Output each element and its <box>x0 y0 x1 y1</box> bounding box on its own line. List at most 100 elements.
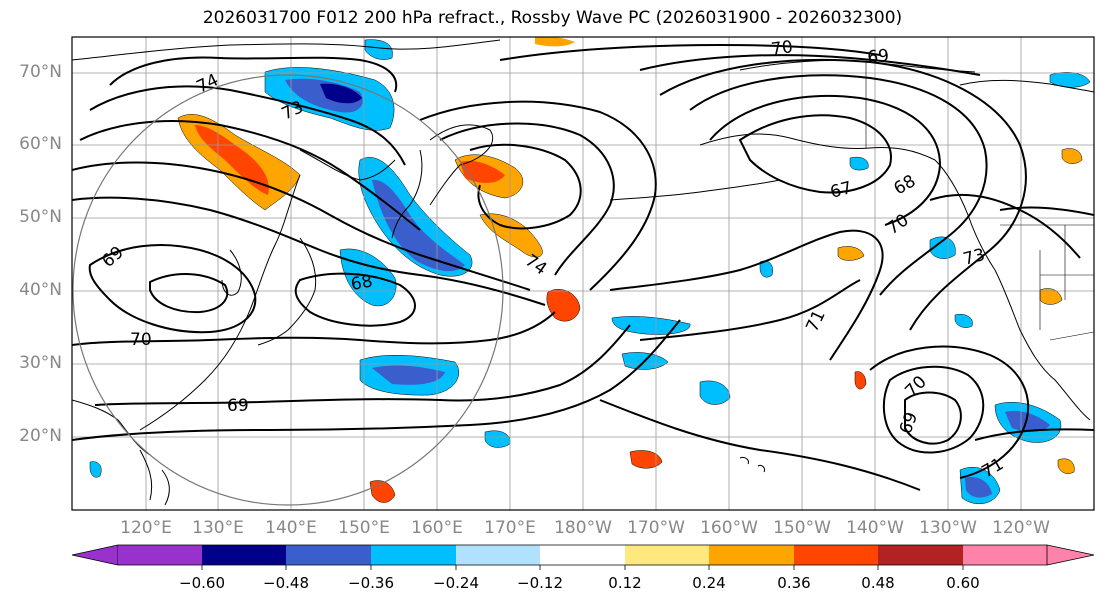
colorbar-tick-label: −0.12 <box>517 574 563 592</box>
lat-label-20n: 20°N <box>19 426 62 446</box>
shade-neg-12 <box>699 380 731 405</box>
contour-71f <box>974 428 1094 441</box>
colorbar-bin <box>286 545 371 565</box>
coast-kamchatka <box>391 149 423 239</box>
colorbar-tick-label: −0.60 <box>179 574 225 592</box>
shade-neg-9 <box>372 365 445 385</box>
contour-69b <box>149 273 229 314</box>
shade-neg-17 <box>929 236 956 259</box>
lat-label-50n: 50°N <box>19 207 62 227</box>
colorbar-tick-label: −0.24 <box>433 574 479 592</box>
shade-pos-7 <box>535 37 575 47</box>
contour-71c <box>609 229 884 361</box>
lon-label-170w: 170°W <box>627 518 685 538</box>
contour-label: 69 <box>866 46 890 68</box>
coast-asia-north <box>72 39 501 61</box>
contour-73b <box>929 193 1081 259</box>
shade-pos-11 <box>1061 148 1083 164</box>
coast-aleutians <box>609 179 781 201</box>
political-borders <box>865 62 1094 341</box>
lon-label-150w: 150°W <box>773 518 831 538</box>
colorbar-tick-label: 0.36 <box>777 574 811 592</box>
lon-label-160w: 160°W <box>700 518 758 538</box>
distance-ring <box>72 74 504 506</box>
contour-ridge-2 <box>439 122 615 276</box>
coast-hawaii <box>739 457 765 473</box>
contour-70b <box>72 311 556 346</box>
contour-69a <box>88 244 257 334</box>
coast-korea <box>221 249 242 296</box>
colorbar-bin <box>456 545 540 565</box>
lon-label-130w: 130°W <box>919 518 977 538</box>
contour-71a <box>72 161 531 291</box>
lon-label-130e: 130°E <box>192 518 244 538</box>
coast-philippines <box>139 449 170 506</box>
coast-china-south <box>72 399 151 456</box>
colorbar-outline <box>118 544 1047 566</box>
colorbar-bin <box>540 545 625 565</box>
negative-anomaly-shading <box>89 39 1091 505</box>
coast-alaska <box>699 133 936 161</box>
contour-67 <box>738 114 892 194</box>
colorbar-bin <box>794 545 878 565</box>
colorbar-bin <box>118 545 202 565</box>
lon-label-160e: 160°E <box>411 518 463 538</box>
lon-label-170e: 170°E <box>484 518 536 538</box>
colorbar-bin <box>625 545 709 565</box>
colorbar <box>71 544 1095 570</box>
shade-pos-13 <box>1057 458 1075 474</box>
lat-label-60n: 60°N <box>19 134 62 154</box>
shade-pos-14 <box>854 371 867 390</box>
coast-okhotsk <box>299 149 396 181</box>
shade-pos-8 <box>629 450 663 469</box>
contour-69d <box>639 54 981 76</box>
colorbar-extend-low <box>71 544 119 566</box>
border-us-mexico <box>1049 331 1094 341</box>
contour-74 <box>109 56 398 93</box>
shade-neg-4 <box>364 39 393 60</box>
shade-pos-2 <box>195 125 269 195</box>
colorbar-bin <box>202 545 286 565</box>
contour-69e <box>904 391 962 445</box>
shade-neg-21 <box>954 314 973 328</box>
shade-neg-14 <box>1005 410 1050 432</box>
colorbar-tick-label: −0.48 <box>263 574 309 592</box>
shade-neg-7 <box>339 248 397 307</box>
lat-label-40n: 40°N <box>19 280 62 300</box>
colorbar-bin <box>963 545 1047 565</box>
colorbar-extend-high <box>1046 544 1095 566</box>
lon-label-140w: 140°W <box>846 518 904 538</box>
contour-70a <box>72 196 546 306</box>
contour-label: 69 <box>227 396 249 416</box>
colorbar-tick-label: 0.48 <box>861 574 895 592</box>
coast-arctic-islands <box>959 79 1094 93</box>
colorbar-tick-label: −0.36 <box>348 574 394 592</box>
shade-neg-6 <box>372 179 465 272</box>
colorbar-bin <box>878 545 963 565</box>
contour-label-group: 74 73 70 69 69 68 70 69 67 68 70 73 71 7… <box>98 37 1007 482</box>
shade-neg-16 <box>965 476 992 498</box>
border-states <box>1039 225 1094 330</box>
coast-east-asia <box>139 174 301 431</box>
contour-70e <box>882 365 985 454</box>
colorbar-tick-label: 0.60 <box>946 574 980 592</box>
contour-68 <box>294 272 416 327</box>
coast-japan <box>257 237 317 346</box>
lon-label-120w: 120°W <box>992 518 1050 538</box>
contour-68b <box>72 319 681 441</box>
contour-70c <box>499 43 881 61</box>
contour-68c <box>709 94 942 226</box>
shade-neg-23 <box>89 461 102 478</box>
contour-70f <box>999 206 1094 216</box>
colorbar-tick-label: 0.12 <box>608 574 642 592</box>
plot-title: 2026031700 F012 200 hPa refract., Rossby… <box>202 8 903 28</box>
lon-label-120e: 120°E <box>120 518 172 538</box>
map-frame <box>71 36 1095 511</box>
contour-label: 70 <box>770 37 794 60</box>
contour-69c <box>94 324 631 406</box>
contour-71d <box>639 279 861 341</box>
contour-71e <box>869 345 1030 479</box>
shade-pos-12 <box>837 246 865 261</box>
shade-neg-20 <box>849 156 869 171</box>
